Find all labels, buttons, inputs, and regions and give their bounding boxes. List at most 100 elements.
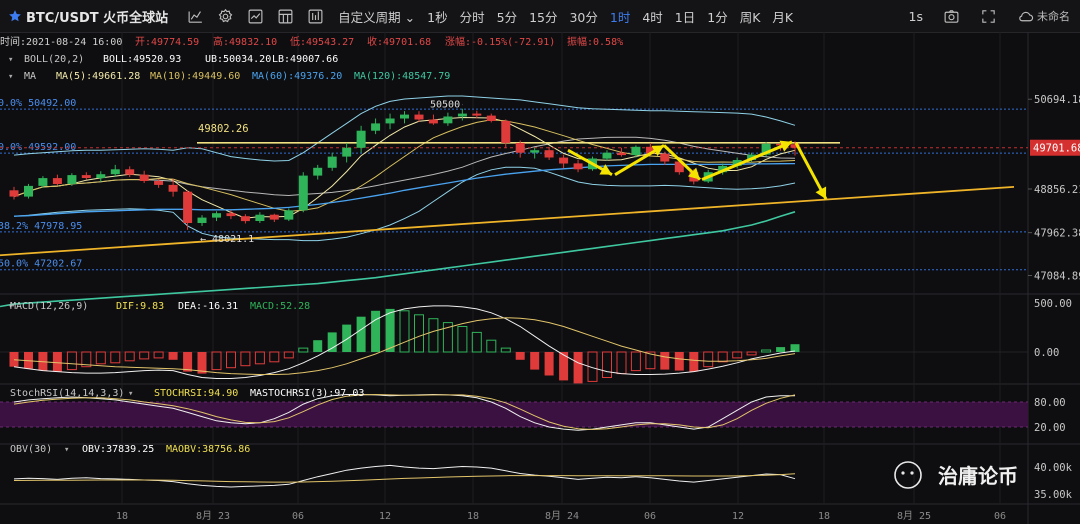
- wechat-eye-right: [910, 471, 914, 475]
- macd-bar-30: [442, 322, 453, 353]
- interval-1h[interactable]: 1时: [609, 9, 631, 25]
- interval-1d[interactable]: 1日: [674, 9, 696, 25]
- custom-period-dropdown[interactable]: 自定义周期 ⌄: [338, 7, 415, 26]
- y-axis-tick-1: 48856.21: [1034, 184, 1080, 196]
- macd-y-tick-1: 0.00: [1034, 347, 1059, 359]
- interval-1min[interactable]: 1分: [707, 9, 728, 25]
- macd-dif-line: [13, 305, 796, 379]
- macd-y-tick-0: 500.00: [1034, 298, 1072, 310]
- candle-body-19: [284, 210, 294, 220]
- custom-period-label: 自定义周期: [338, 9, 401, 25]
- info-open: 开:49774.59: [135, 37, 199, 48]
- high-annotation: 50500: [430, 100, 460, 111]
- symbol-title[interactable]: BTC/USDT 火币全球站: [26, 10, 169, 26]
- candle-body-20: [298, 175, 308, 211]
- x-axis-tick-0: 18: [116, 511, 128, 522]
- candle-body-31: [457, 113, 467, 117]
- macd-bar-44: [645, 351, 656, 370]
- indicator-icon[interactable]: [180, 0, 210, 32]
- candle-body-2: [38, 178, 48, 186]
- macd-value: MACD:52.28: [250, 301, 310, 312]
- macd-bar-45: [660, 352, 670, 370]
- candle-body-52: [761, 143, 771, 155]
- ma10-value: MA(10):49449.60: [150, 71, 240, 82]
- macd-bar-16: [240, 351, 251, 367]
- candle-body-24: [356, 130, 366, 148]
- interval-month[interactable]: 月K: [772, 9, 794, 25]
- macd-bar-40: [587, 351, 598, 382]
- x-axis-tick-9: 8月 25: [897, 510, 931, 522]
- layout-name: 未命名: [1037, 10, 1070, 23]
- watermark-text: 治庸论币: [938, 464, 1018, 488]
- compare-icon[interactable]: [300, 0, 330, 32]
- fullscreen-icon[interactable]: [980, 8, 997, 25]
- mastochrsi-value: MASTOCHRSI(3):97.03: [250, 388, 364, 399]
- arrow-2-head: [651, 145, 664, 157]
- y-axis-tick-0: 50694.18: [1034, 94, 1080, 106]
- candle-body-42: [617, 152, 626, 156]
- interval-timeline[interactable]: 分时: [459, 9, 485, 25]
- candle-body-10: [154, 181, 164, 185]
- boll-collapse-icon: ▾: [8, 55, 13, 65]
- ma60-value: MA(60):49376.20: [252, 71, 342, 82]
- macd-bar-22: [327, 332, 337, 352]
- interval-5m[interactable]: 5分: [496, 9, 518, 25]
- candle-body-35: [515, 142, 525, 153]
- star-icon[interactable]: [8, 9, 22, 23]
- candle-body-39: [573, 163, 583, 170]
- macd-bar-23: [342, 324, 352, 352]
- macd-bar-54: [790, 344, 800, 352]
- candle-body-13: [197, 217, 207, 223]
- cloud-save[interactable]: 未命名: [1017, 8, 1070, 25]
- candle-body-9: [139, 174, 149, 181]
- candle-body-12: [183, 191, 193, 223]
- macd-bar-51: [746, 351, 757, 356]
- interval-1s[interactable]: 1秒: [427, 9, 448, 25]
- interval-15m[interactable]: 15分: [529, 9, 558, 25]
- macd-bar-26: [385, 308, 395, 352]
- macd-bar-17: [254, 351, 265, 365]
- level-line-label: 49802.26: [198, 123, 249, 135]
- refresh-rate[interactable]: 1s: [908, 8, 923, 24]
- candle-body-27: [400, 114, 409, 119]
- obv-y-tick-1: 35.00k: [1034, 489, 1073, 501]
- camera-icon[interactable]: [943, 8, 960, 25]
- chart-area: 18 8月 23 06 12 18 8月 24 06 12 18 8月 25 06 0.0% 5049…: [0, 32, 1080, 524]
- macd-bar-36: [530, 352, 540, 370]
- candle-body-22: [327, 156, 337, 168]
- interval-4h[interactable]: 4时: [642, 9, 663, 25]
- candle-body-18: [269, 214, 279, 220]
- macd-bar-21: [313, 340, 323, 352]
- candle-body-8: [125, 169, 135, 175]
- candle-body-15: [226, 213, 236, 217]
- candle-body-44: [645, 146, 655, 154]
- macd-bar-49: [717, 351, 728, 363]
- macd-bar-42: [616, 351, 627, 375]
- stochrsi-value: STOCHRSI:94.90: [154, 388, 238, 399]
- macd-bar-29: [428, 318, 439, 353]
- candle-body-36: [530, 150, 540, 153]
- macd-bar-50: [732, 351, 743, 359]
- macd-bar-9: [139, 351, 150, 360]
- fib-label-2: 38.2% 47978.95: [0, 221, 82, 232]
- obv-label: OBV(30): [10, 444, 52, 455]
- candle-body-43: [631, 146, 641, 156]
- candle-body-33: [486, 115, 496, 121]
- candle-body-26: [385, 118, 395, 124]
- macd-bar-48: [703, 351, 714, 368]
- layout-icon[interactable]: [270, 0, 300, 32]
- candle-body-28: [414, 114, 424, 120]
- candle-body-54: [790, 144, 800, 148]
- boll-lower-line: [13, 166, 796, 242]
- settings-icon[interactable]: [210, 0, 240, 32]
- candle-body-6: [96, 174, 106, 179]
- macd-bar-47: [689, 352, 699, 372]
- macd-dif-value: DIF:9.83: [116, 301, 164, 312]
- chart-type-icon[interactable]: [240, 0, 270, 32]
- interval-30m[interactable]: 30分: [569, 9, 598, 25]
- boll-mid-value: BOLL:49520.93: [103, 54, 181, 65]
- interval-week[interactable]: 周K: [739, 9, 761, 25]
- boll-lb-value: LB:49007.66: [272, 54, 338, 65]
- candle-body-5: [81, 175, 91, 178]
- macd-bar-46: [674, 352, 684, 371]
